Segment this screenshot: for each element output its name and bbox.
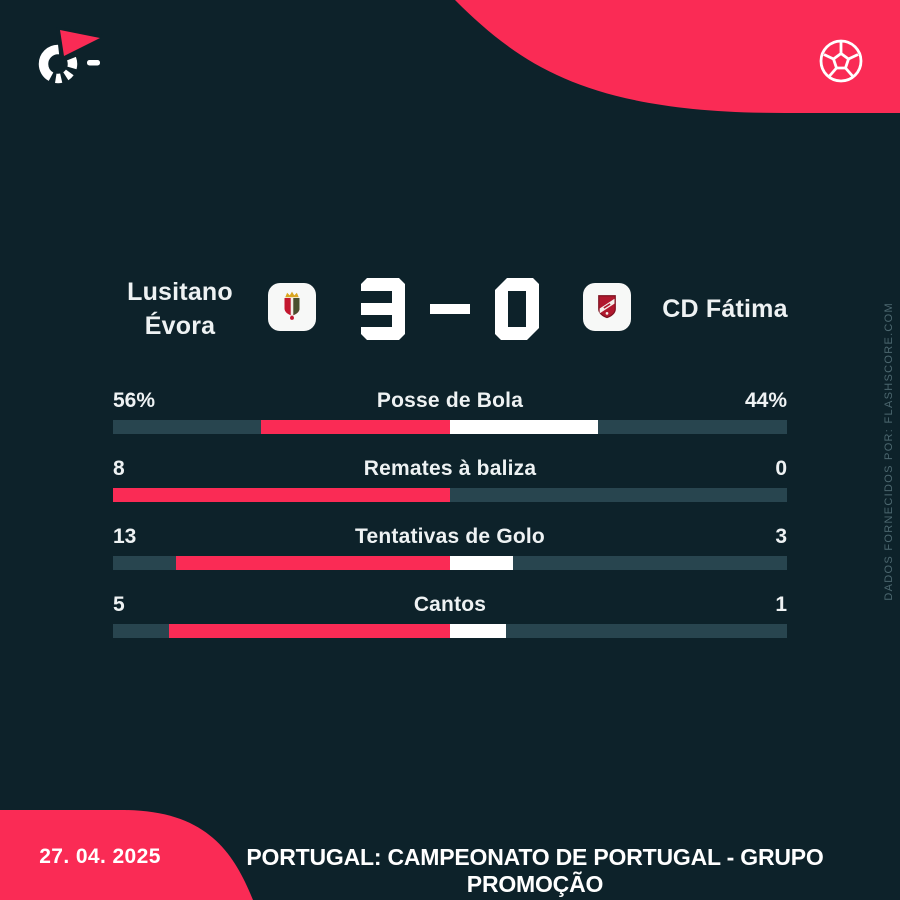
away-team-name: CD Fátima [632, 277, 818, 341]
stat-label: Posse de Bola [376, 389, 524, 412]
bar-fill-home [169, 624, 450, 638]
away-team-crest-icon [583, 283, 631, 331]
stats-panel: 56% Posse de Bola 44% 8 Remates à baliza… [113, 389, 787, 661]
bottom-banner-shape [0, 810, 253, 900]
stat-row-corners: 5 Cantos 1 [113, 593, 787, 638]
away-stat-value: 3 [775, 525, 787, 548]
away-team-name-line1: CD Fátima [662, 295, 788, 323]
home-team-name-line2: Évora [144, 312, 216, 340]
home-team-name-line1: Lusitano [127, 278, 233, 306]
stat-bar [113, 624, 787, 638]
home-stat-value: 13 [113, 525, 137, 548]
stat-row-shots-on-target: 8 Remates à baliza 0 [113, 457, 787, 502]
home-team-crest-icon [268, 283, 316, 331]
away-stat-value: 0 [775, 457, 787, 480]
away-stat-value: 44% [744, 389, 787, 412]
away-stat-value: 1 [775, 593, 787, 616]
score [356, 278, 544, 340]
bar-fill-away [450, 420, 599, 434]
top-banner-shape [455, 0, 900, 113]
bar-fill-home [176, 556, 450, 570]
home-team-name: Lusitano Évora [78, 277, 282, 341]
flashscore-logo [38, 27, 103, 84]
stat-label: Cantos [413, 593, 487, 616]
bar-fill-home [113, 488, 450, 502]
bar-fill-away [450, 556, 514, 570]
scoreboard: Lusitano Évora CD Fátima [0, 277, 900, 341]
stat-bar [113, 488, 787, 502]
stat-label: Remates à baliza [363, 457, 537, 480]
stat-row-possession: 56% Posse de Bola 44% [113, 389, 787, 434]
home-stat-value: 56% [113, 389, 156, 412]
lusitano-evora-crest [284, 291, 300, 320]
data-provider-watermark: DADOS FORNECIDOS POR: FLASHSCORE.COM [883, 302, 895, 601]
bar-fill-away [450, 624, 507, 638]
stat-bar [113, 420, 787, 434]
competition-name: PORTUGAL: CAMPEONATO DE PORTUGAL - GRUPO… [246, 844, 824, 897]
cd-fatima-crest [598, 295, 616, 319]
home-stat-value: 8 [113, 457, 125, 480]
bar-fill-home [261, 420, 450, 434]
stat-row-goal-attempts: 13 Tentativas de Golo 3 [113, 525, 787, 570]
football-icon [819, 39, 863, 83]
stat-label: Tentativas de Golo [355, 525, 545, 548]
stat-bar [113, 556, 787, 570]
match-date: 27. 04. 2025 [39, 845, 161, 868]
home-stat-value: 5 [113, 593, 125, 616]
